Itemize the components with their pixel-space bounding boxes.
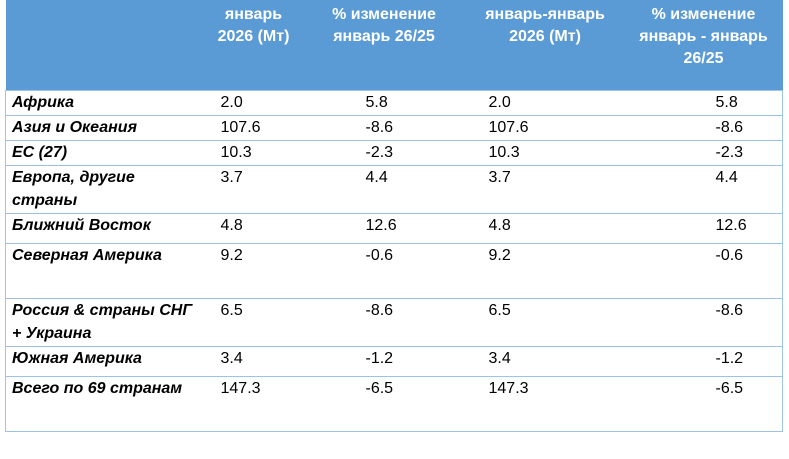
ytd-value-cell: 147.3 [465, 376, 625, 432]
january-value-cell: 10.3 [204, 140, 303, 166]
table-header-row: январь 2026 (Мт) % изменение январь 26/2… [5, 0, 783, 90]
january-value-cell: 9.2 [204, 243, 303, 299]
header-region [5, 0, 205, 90]
header-january-change: % изменение январь 26/25 [302, 0, 466, 90]
january-value-cell: 3.4 [204, 346, 303, 377]
january-value-cell: 4.8 [204, 213, 303, 244]
steel-production-table: январь 2026 (Мт) % изменение январь 26/2… [5, 0, 783, 432]
january-value-cell: 3.7 [204, 165, 303, 214]
ytd-value-cell: 9.2 [465, 243, 625, 299]
table-row: Северная Америка 9.2 -0.6 9.2 -0.6 [5, 243, 783, 299]
ytd-change-cell: -1.2 [624, 346, 783, 377]
january-change-cell: -0.6 [302, 243, 466, 299]
region-cell: Всего по 69 странам [5, 376, 205, 432]
january-change-cell: -2.3 [302, 140, 466, 166]
region-cell: Южная Америка [5, 346, 205, 377]
january-change-cell: -8.6 [302, 298, 466, 347]
table-row: Европа, другие страны 3.7 4.4 3.7 4.4 [5, 165, 783, 214]
region-cell: Азия и Океания [5, 115, 205, 141]
region-cell: Африка [5, 89, 205, 116]
january-change-cell: -8.6 [302, 115, 466, 141]
table-row: Всего по 69 странам 147.3 -6.5 147.3 -6.5 [5, 376, 783, 432]
region-cell: Европа, другие страны [5, 165, 205, 214]
table-body: Африка 2.0 5.8 2.0 5.8 Азия и Океания 107.6 -8.… [5, 89, 783, 432]
header-ytd-change: % изменение январь - январь 26/25 [624, 0, 783, 90]
ytd-value-cell: 2.0 [465, 89, 625, 116]
ytd-change-cell: 5.8 [624, 89, 783, 116]
ytd-change-cell: -6.5 [624, 376, 783, 432]
ytd-change-cell: 4.4 [624, 165, 783, 214]
region-cell: Россия & страны СНГ + Украина [5, 298, 205, 347]
january-value-cell: 6.5 [204, 298, 303, 347]
table-row: ЕС (27) 10.3 -2.3 10.3 -2.3 [5, 140, 783, 166]
january-change-cell: 5.8 [302, 89, 466, 116]
table-row: Ближний Восток 4.8 12.6 4.8 12.6 [5, 213, 783, 244]
january-value-cell: 147.3 [204, 376, 303, 432]
table-row: Россия & страны СНГ + Украина 6.5 -8.6 6.5-… [5, 298, 783, 347]
region-cell: Северная Америка [5, 243, 205, 299]
header-january: январь 2026 (Мт) [204, 0, 303, 90]
table-row: Африка 2.0 5.8 2.0 5.8 [5, 89, 783, 116]
january-value-cell: 107.6 [204, 115, 303, 141]
table-row: Азия и Океания 107.6 -8.6 107.6 -8.6 [5, 115, 783, 141]
region-cell: ЕС (27) [5, 140, 205, 166]
ytd-change-cell: -8.6 [624, 298, 783, 347]
ytd-value-cell: 3.4 [465, 346, 625, 377]
ytd-change-cell: -2.3 [624, 140, 783, 166]
ytd-value-cell: 107.6 [465, 115, 625, 141]
ytd-change-cell: 12.6 [624, 213, 783, 244]
ytd-value-cell: 6.5 [465, 298, 625, 347]
table-row: Южная Америка 3.4 -1.2 3.4 -1.2 [5, 346, 783, 377]
january-change-cell: -1.2 [302, 346, 466, 377]
january-change-cell: 12.6 [302, 213, 466, 244]
header-ytd: январь-январь 2026 (Мт) [465, 0, 625, 90]
ytd-value-cell: 10.3 [465, 140, 625, 166]
ytd-change-cell: -0.6 [624, 243, 783, 299]
ytd-value-cell: 4.8 [465, 213, 625, 244]
ytd-change-cell: -8.6 [624, 115, 783, 141]
ytd-value-cell: 3.7 [465, 165, 625, 214]
region-cell: Ближний Восток [5, 213, 205, 244]
january-change-cell: -6.5 [302, 376, 466, 432]
january-value-cell: 2.0 [204, 89, 303, 116]
january-change-cell: 4.4 [302, 165, 466, 214]
